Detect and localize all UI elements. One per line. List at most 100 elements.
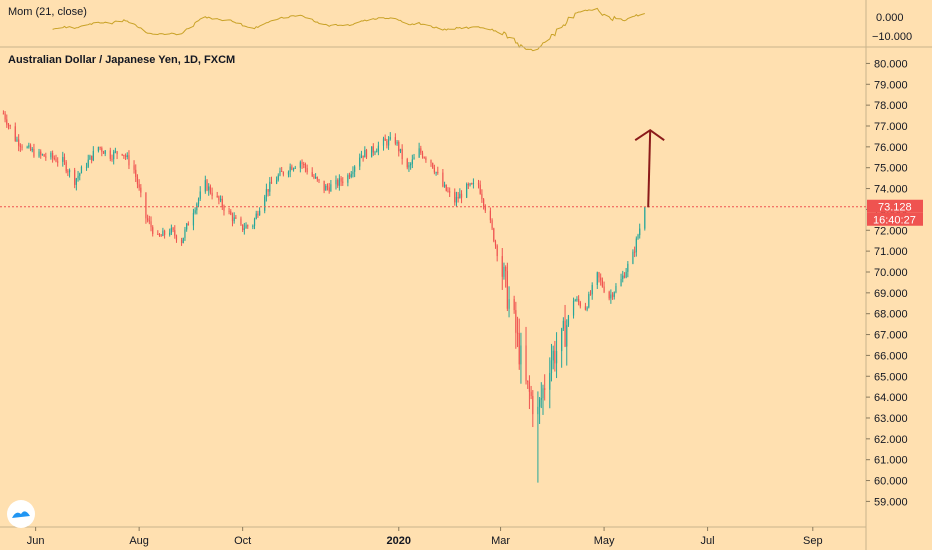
candle <box>423 156 425 159</box>
candle-body <box>457 196 459 199</box>
candle-body <box>147 218 149 221</box>
candle-body <box>184 229 186 238</box>
candle-body <box>537 406 539 415</box>
candle-body <box>347 175 349 183</box>
candle <box>216 191 218 198</box>
candle-body <box>175 235 178 241</box>
price-tick-label: 69.000 <box>874 288 908 300</box>
candle <box>389 132 391 141</box>
candle-body <box>43 154 45 157</box>
candle <box>204 175 206 194</box>
candle-body <box>566 325 568 347</box>
candle-body <box>337 180 339 186</box>
candle-body <box>586 307 588 310</box>
candle-body <box>211 192 213 196</box>
candle-body <box>303 163 305 165</box>
price-tick-label: 67.000 <box>874 330 908 342</box>
candle <box>45 152 47 161</box>
candle <box>175 234 178 243</box>
candle <box>406 157 408 170</box>
candle <box>639 223 641 239</box>
candle-body <box>335 180 337 185</box>
candle-body <box>197 198 200 204</box>
candle <box>632 249 634 265</box>
candle-body <box>552 350 554 361</box>
candle-body <box>92 150 94 161</box>
candle <box>544 374 546 401</box>
candle <box>218 195 220 205</box>
candle-body <box>550 360 553 373</box>
candle-body <box>591 284 593 295</box>
candle <box>371 146 373 158</box>
candle-body <box>622 275 624 279</box>
candle-body <box>157 233 159 235</box>
candle-body <box>530 391 532 396</box>
candle-body <box>354 166 356 172</box>
candle-body <box>567 315 570 326</box>
candle <box>113 149 115 165</box>
candle-body <box>275 179 278 184</box>
candle-body <box>306 168 308 173</box>
candle-body <box>221 198 223 207</box>
candle <box>242 224 244 232</box>
candle <box>152 225 154 237</box>
candle-body <box>608 291 610 299</box>
price-tick-label: 66.000 <box>874 350 908 362</box>
indicator-tick-0: 0.000 <box>876 12 904 24</box>
candle <box>192 208 195 231</box>
candle <box>279 167 281 177</box>
candle <box>164 229 166 239</box>
candle <box>65 159 67 174</box>
candle <box>360 150 363 159</box>
candle <box>196 202 198 215</box>
candle-body <box>192 212 195 226</box>
candle-body <box>233 217 235 222</box>
tradingview-logo[interactable] <box>7 500 35 528</box>
candle-body <box>330 184 332 192</box>
candle <box>579 300 581 309</box>
candle-body <box>350 173 352 177</box>
candle-body <box>501 256 503 277</box>
candle-body <box>267 189 269 192</box>
candle <box>454 188 456 206</box>
candle <box>92 146 94 162</box>
candle-body <box>399 148 402 152</box>
candle <box>101 146 103 157</box>
candle-body <box>394 137 396 144</box>
time-axis[interactable]: Jun Aug Oct 2020 Mar May Jul Sep <box>27 527 823 547</box>
candle <box>384 134 386 141</box>
candle-body <box>138 184 140 188</box>
candle <box>347 173 349 187</box>
candle-body <box>352 171 354 174</box>
candle <box>410 162 412 170</box>
candle-body <box>287 171 290 175</box>
candle <box>481 189 483 203</box>
candle <box>2 110 4 115</box>
candle <box>4 111 6 123</box>
candle-body <box>116 151 118 155</box>
candle-body <box>505 266 507 272</box>
candle <box>572 297 575 319</box>
candle <box>562 317 564 331</box>
candle-body <box>387 139 390 146</box>
candle <box>97 146 100 153</box>
candle <box>109 147 111 162</box>
candle <box>187 221 189 226</box>
candle <box>16 136 18 142</box>
candle <box>148 215 150 225</box>
candle-body <box>445 184 447 191</box>
candle <box>540 382 542 409</box>
candle-body <box>199 191 201 199</box>
candle-body <box>19 145 21 147</box>
candle <box>564 304 566 348</box>
price-axis[interactable]: 59.000 60.000 61.000 62.000 63.000 64.000 65.0… <box>866 58 908 508</box>
candle-body <box>423 157 425 159</box>
up-arrow-annotation[interactable] <box>634 128 665 208</box>
candle-body <box>610 294 612 299</box>
candle <box>18 134 20 152</box>
candle-body <box>124 155 127 157</box>
candle <box>584 302 587 311</box>
candle <box>387 136 390 150</box>
candle <box>552 345 554 370</box>
